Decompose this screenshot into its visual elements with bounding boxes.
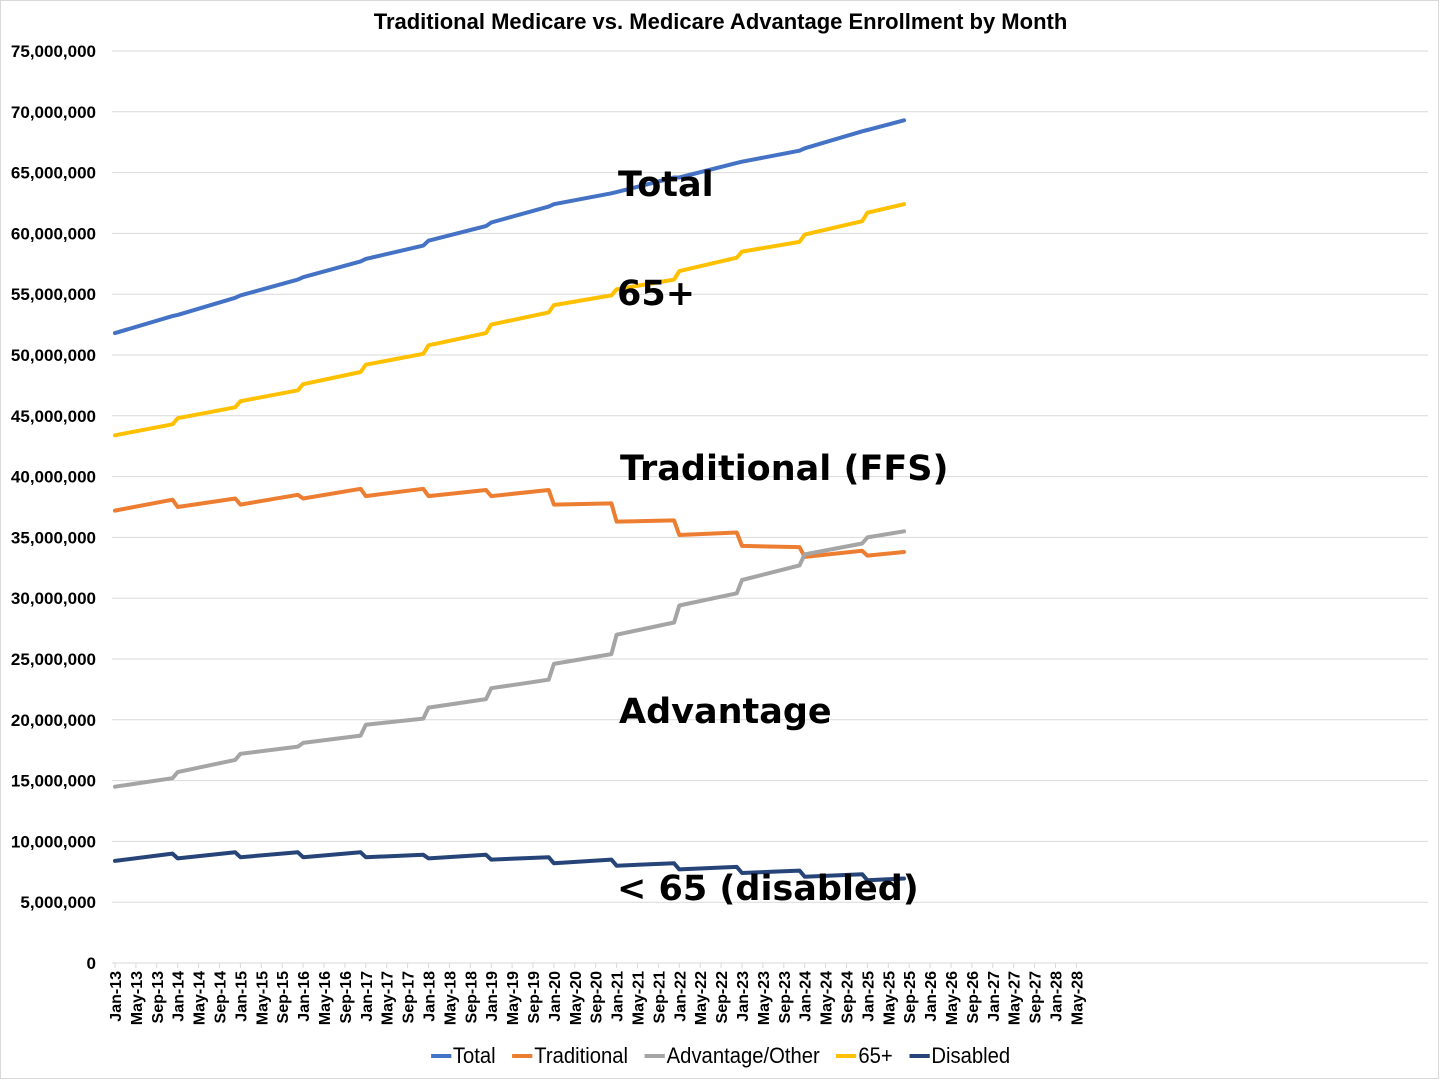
- annotation-65-plus: 65+: [617, 274, 695, 314]
- series-annotations: Total 65+ Traditional (FFS) Advantage < …: [617, 165, 948, 909]
- legend-item-total[interactable]: Total: [430, 1043, 496, 1069]
- x-tick-label: May-18: [442, 971, 459, 1025]
- series-line-advantage-other: [113, 529, 906, 789]
- x-tick-label: May-13: [129, 971, 146, 1025]
- annotation-total: Total: [618, 165, 714, 205]
- series-line-traditional: [113, 486, 906, 559]
- x-tick-label: Sep-16: [338, 971, 355, 1024]
- x-tick-label: Sep-24: [840, 971, 857, 1024]
- x-tick-label: Jan-20: [547, 971, 564, 1022]
- legend-label: Disabled: [931, 1043, 1011, 1068]
- series-line-total: [113, 118, 906, 336]
- legend: Total Traditional Advantage/Other 65+ Di…: [58, 1043, 1384, 1069]
- x-tick-label: Jan-16: [296, 971, 313, 1022]
- x-tick-label: Jan-22: [672, 971, 689, 1022]
- x-tick-label: May-24: [819, 971, 836, 1025]
- x-tick-label: Jan-14: [171, 971, 188, 1022]
- x-tick-label: May-26: [944, 971, 961, 1025]
- x-tick-label: May-23: [756, 971, 773, 1025]
- legend-swatch-total: [430, 1054, 452, 1058]
- x-tick-label: Sep-14: [213, 971, 230, 1024]
- x-axis: [114, 963, 1077, 968]
- annotation-traditional-ffs: Traditional (FFS): [620, 449, 948, 489]
- y-tick-label: 10,000,000: [11, 832, 96, 851]
- x-tick-label: Jan-21: [610, 971, 627, 1022]
- y-tick-label: 55,000,000: [11, 285, 96, 304]
- x-tick-label: Sep-19: [526, 971, 543, 1024]
- x-tick-label: May-16: [317, 971, 334, 1025]
- x-tick-label: Sep-15: [275, 971, 292, 1024]
- y-tick-label: 60,000,000: [11, 224, 96, 243]
- x-tick-label: May-14: [192, 971, 209, 1025]
- y-tick-label: 5,000,000: [20, 893, 96, 912]
- x-tick-label: Sep-26: [965, 971, 982, 1024]
- y-tick-label: 15,000,000: [11, 772, 96, 791]
- x-tick-label: Jan-28: [1049, 971, 1066, 1022]
- x-tick-label: Jan-23: [735, 971, 752, 1022]
- x-tick-label: Sep-13: [150, 971, 167, 1024]
- x-tick-label: Jan-27: [986, 971, 1003, 1022]
- legend-label: Total: [452, 1043, 496, 1068]
- series-line-disabled: [113, 850, 906, 883]
- x-tick-label: Jan-25: [860, 971, 877, 1022]
- legend-swatch-traditional: [512, 1054, 533, 1058]
- x-tick-label: Sep-25: [902, 971, 919, 1024]
- y-tick-label: 25,000,000: [11, 650, 96, 669]
- x-tick-label: Jan-13: [108, 971, 125, 1022]
- x-tick-label: Jan-18: [422, 971, 439, 1022]
- annotation-disabled: < 65 (disabled): [617, 869, 919, 909]
- x-tick-label: Sep-23: [777, 971, 794, 1024]
- x-tick-label: May-15: [254, 971, 271, 1025]
- legend-swatch-advantage-other: [644, 1054, 665, 1058]
- y-tick-label: 30,000,000: [11, 589, 96, 608]
- legend-item-disabled[interactable]: Disabled: [909, 1043, 1010, 1069]
- y-tick-label: 40,000,000: [11, 468, 96, 487]
- x-tick-label: Sep-20: [589, 971, 606, 1024]
- y-tick-label: 20,000,000: [11, 711, 96, 730]
- legend-label: Traditional: [534, 1043, 629, 1068]
- y-tick-label: 70,000,000: [11, 103, 96, 122]
- x-tick-label: May-28: [1069, 971, 1086, 1025]
- legend-label: 65+: [858, 1043, 893, 1068]
- x-tick-label: May-19: [505, 971, 522, 1025]
- y-axis-tick-labels: 0 5,000,000 10,000,000 15,000,000 20,000,000…: [11, 42, 96, 973]
- y-tick-label: 50,000,000: [11, 346, 96, 365]
- legend-item-traditional[interactable]: Traditional: [512, 1043, 628, 1069]
- x-tick-label: May-17: [380, 971, 397, 1025]
- x-axis-tick-labels: Jan-13 May-13 Sep-13 Jan-14 May-14 Sep-14 Jan-…: [108, 971, 1086, 1025]
- series-lines: [113, 118, 906, 883]
- x-tick-label: Jan-19: [484, 971, 501, 1022]
- y-tick-label: 45,000,000: [11, 407, 96, 426]
- y-tick-label: 35,000,000: [11, 528, 96, 547]
- chart-title: Traditional Medicare vs. Medicare Advant…: [373, 9, 1068, 34]
- x-tick-label: Sep-22: [714, 971, 731, 1024]
- legend-item-65-plus[interactable]: 65+: [836, 1043, 893, 1069]
- y-tick-label: 65,000,000: [11, 164, 96, 183]
- legend-swatch-65-plus: [836, 1054, 857, 1058]
- legend-swatch-disabled: [909, 1054, 930, 1058]
- legend-item-advantage-other[interactable]: Advantage/Other: [644, 1043, 820, 1069]
- series-line-65: [113, 202, 906, 438]
- x-tick-label: May-25: [881, 971, 898, 1025]
- y-tick-label: 75,000,000: [11, 42, 96, 61]
- annotation-advantage: Advantage: [619, 692, 832, 732]
- gridlines: [112, 50, 1428, 964]
- x-tick-label: May-27: [1007, 971, 1024, 1025]
- x-tick-label: Jan-24: [798, 971, 815, 1022]
- x-tick-label: Jan-26: [923, 971, 940, 1022]
- x-tick-label: Jan-17: [359, 971, 376, 1022]
- x-tick-label: Sep-18: [463, 971, 480, 1024]
- x-tick-label: May-22: [693, 971, 710, 1025]
- x-tick-label: Sep-27: [1028, 971, 1045, 1024]
- x-tick-label: Jan-15: [233, 971, 250, 1022]
- y-tick-label: 0: [87, 954, 96, 973]
- x-tick-label: Sep-21: [651, 971, 668, 1024]
- x-tick-label: May-20: [568, 971, 585, 1025]
- legend-label: Advantage/Other: [666, 1043, 820, 1068]
- x-tick-label: May-21: [631, 971, 648, 1025]
- x-tick-label: Sep-17: [401, 971, 418, 1024]
